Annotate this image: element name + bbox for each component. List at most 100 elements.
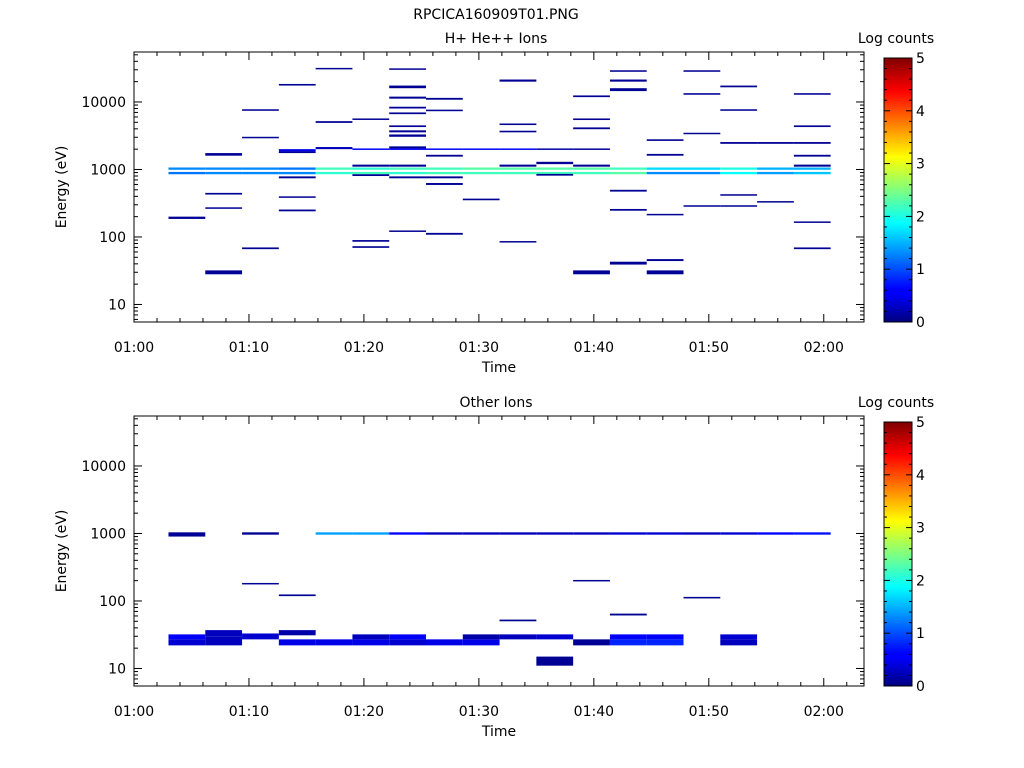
- heatmap-cell: [389, 230, 426, 232]
- heatmap-cell: [352, 164, 390, 167]
- heatmap-cell: [793, 125, 831, 128]
- heatmap-cell: [352, 634, 390, 640]
- heatmap-cell: [683, 205, 721, 207]
- heatmap-cell: [720, 205, 758, 207]
- heatmap-cell: [646, 532, 684, 535]
- heatmap-cell: [573, 270, 610, 275]
- heatmap-cell: [278, 151, 316, 154]
- heatmap-cell: [426, 154, 463, 157]
- colorbar-tick-label: 2: [916, 209, 925, 225]
- heatmap-cell: [573, 95, 610, 98]
- heatmap-cell: [499, 241, 537, 243]
- x-tick-label: 01:00: [114, 704, 154, 720]
- heatmap-cell: [573, 579, 610, 582]
- x-tick-label: 01:40: [574, 704, 614, 720]
- axes: 01:00 01:10 01:20 01:30 01:40 01:50 02:00 10 100…: [81, 416, 864, 720]
- heatmap-cell: [757, 167, 794, 170]
- x-tick-label: 01:30: [459, 340, 499, 356]
- heatmap-cell: [646, 171, 684, 175]
- heatmap-cell: [646, 639, 684, 646]
- heatmap-cell: [536, 173, 574, 176]
- heatmap-cell: [609, 171, 647, 175]
- heatmap-cell: [793, 171, 831, 175]
- heatmap-cell: [278, 630, 316, 636]
- heatmap-cell: [389, 176, 426, 179]
- heatmap-cell: [573, 171, 610, 175]
- heatmap-cell: [573, 639, 610, 646]
- heatmap-cell: [793, 247, 831, 250]
- y-axis-label: Energy (eV): [54, 146, 70, 229]
- x-tick-label: 01:30: [459, 704, 499, 720]
- heatmap-cell: [536, 148, 574, 150]
- heatmap-cell: [426, 148, 463, 150]
- heatmap-cell: [646, 167, 684, 170]
- y-tick-label: 100: [99, 594, 126, 610]
- y-tick-label: 10: [108, 661, 126, 677]
- heatmap-cell: [646, 213, 684, 216]
- colorbar: 0 1 2 3 4 5: [883, 415, 925, 695]
- heatmap-cell: [389, 146, 426, 149]
- y-tick-label: 100: [99, 230, 126, 246]
- heatmap-cell: [757, 532, 794, 535]
- heatmap-cell: [499, 619, 537, 622]
- x-tick-label: 02:00: [804, 704, 844, 720]
- y-tick-label: 1000: [90, 162, 126, 178]
- heatmap-cell: [168, 216, 206, 219]
- x-axis-label: Time: [481, 724, 516, 740]
- heatmap-cell: [352, 246, 390, 248]
- colorbar-tick-label: 5: [916, 415, 925, 431]
- heatmap-cell: [499, 79, 537, 82]
- heatmap-cell: [609, 532, 647, 535]
- x-axis-label: Time: [481, 360, 516, 376]
- heatmap-cell: [499, 164, 537, 167]
- heatmap-cell: [573, 127, 610, 130]
- heatmap-cell: [242, 582, 279, 585]
- heatmap-cell: [720, 109, 758, 111]
- heatmap-cell: [242, 247, 279, 250]
- heatmap-cell: [315, 167, 353, 170]
- heatmap-cell: [609, 634, 647, 640]
- heatmap-cell: [352, 639, 390, 646]
- heatmap-cell: [609, 79, 647, 82]
- heatmap-cell: [242, 633, 279, 640]
- figure-title: RPCICA160909T01.PNG: [413, 7, 578, 23]
- heatmap-cell: [536, 171, 574, 175]
- heatmap-cell: [720, 639, 758, 646]
- heatmap-cell: [389, 171, 426, 175]
- heatmap-cell: [242, 532, 279, 535]
- panel-other-ions: Other Ions 01:00 01:10 01:20 01:30 01:40 01:5…: [54, 395, 934, 740]
- x-tick-label: 01:50: [689, 340, 729, 356]
- heatmap-cell: [389, 148, 426, 150]
- heatmap-cell: [536, 656, 574, 666]
- heatmap-cell: [278, 594, 316, 597]
- heatmap-cell: [352, 148, 390, 150]
- colorbar-label: Log counts: [858, 395, 934, 411]
- heatmap-cell: [278, 639, 316, 646]
- heatmap-cell: [426, 109, 463, 112]
- heatmap-cell: [462, 167, 500, 170]
- colorbar-tick-label: 3: [916, 521, 925, 537]
- heatmap-cell: [389, 167, 426, 170]
- heatmap-cell: [683, 132, 721, 135]
- x-tick-label: 01:20: [344, 704, 384, 720]
- heatmap-cell: [389, 134, 426, 137]
- heatmap-cells: [168, 532, 831, 666]
- heatmap-cell: [389, 125, 426, 128]
- heatmap-cell: [499, 532, 537, 535]
- heatmap-cell: [683, 171, 721, 175]
- axes: 01:00 01:10 01:20 01:30 01:40 01:50 02:00 10 100…: [81, 52, 864, 356]
- heatmap-cell: [242, 171, 279, 175]
- colorbar-tick-label: 4: [916, 104, 925, 120]
- heatmap-cell: [499, 634, 537, 640]
- x-tick-label: 01:40: [574, 340, 614, 356]
- heatmap-cell: [499, 130, 537, 133]
- heatmap-cell: [426, 183, 463, 185]
- heatmap-cells: [168, 67, 831, 275]
- y-tick-label: 1000: [90, 526, 126, 542]
- heatmap-cell: [426, 639, 463, 646]
- heatmap-cell: [499, 148, 537, 150]
- heatmap-cell: [389, 130, 426, 133]
- heatmap-cell: [720, 142, 758, 144]
- colorbar: 0 1 2 3 4 5: [883, 51, 925, 331]
- heatmap-cell: [793, 154, 831, 157]
